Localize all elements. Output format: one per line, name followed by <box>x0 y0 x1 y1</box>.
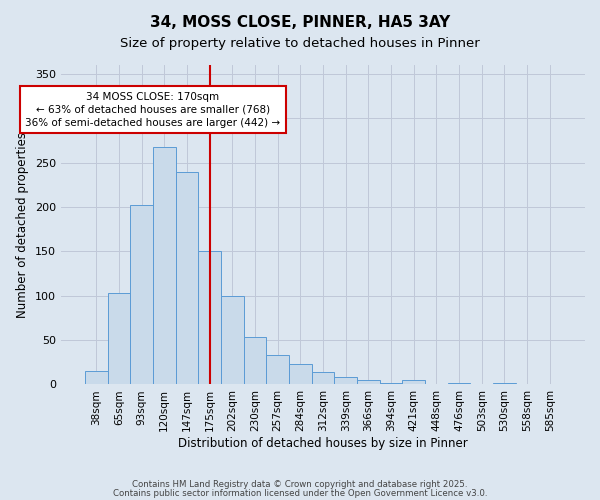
Text: Contains HM Land Registry data © Crown copyright and database right 2025.: Contains HM Land Registry data © Crown c… <box>132 480 468 489</box>
Bar <box>221 296 244 384</box>
Y-axis label: Number of detached properties: Number of detached properties <box>16 132 29 318</box>
Text: Size of property relative to detached houses in Pinner: Size of property relative to detached ho… <box>120 38 480 51</box>
Text: 34, MOSS CLOSE, PINNER, HA5 3AY: 34, MOSS CLOSE, PINNER, HA5 3AY <box>150 15 450 30</box>
Bar <box>357 380 380 384</box>
Text: 34 MOSS CLOSE: 170sqm
← 63% of detached houses are smaller (768)
36% of semi-det: 34 MOSS CLOSE: 170sqm ← 63% of detached … <box>25 92 280 128</box>
Bar <box>176 172 198 384</box>
Bar <box>244 338 266 384</box>
Bar <box>311 372 334 384</box>
Bar <box>380 382 403 384</box>
Bar <box>153 146 176 384</box>
Bar <box>493 382 516 384</box>
Bar <box>130 205 153 384</box>
Bar <box>198 252 221 384</box>
Text: Contains public sector information licensed under the Open Government Licence v3: Contains public sector information licen… <box>113 490 487 498</box>
Bar <box>403 380 425 384</box>
X-axis label: Distribution of detached houses by size in Pinner: Distribution of detached houses by size … <box>178 437 468 450</box>
Bar <box>85 371 107 384</box>
Bar <box>448 382 470 384</box>
Bar <box>289 364 311 384</box>
Bar <box>334 378 357 384</box>
Bar <box>107 293 130 384</box>
Bar <box>266 355 289 384</box>
